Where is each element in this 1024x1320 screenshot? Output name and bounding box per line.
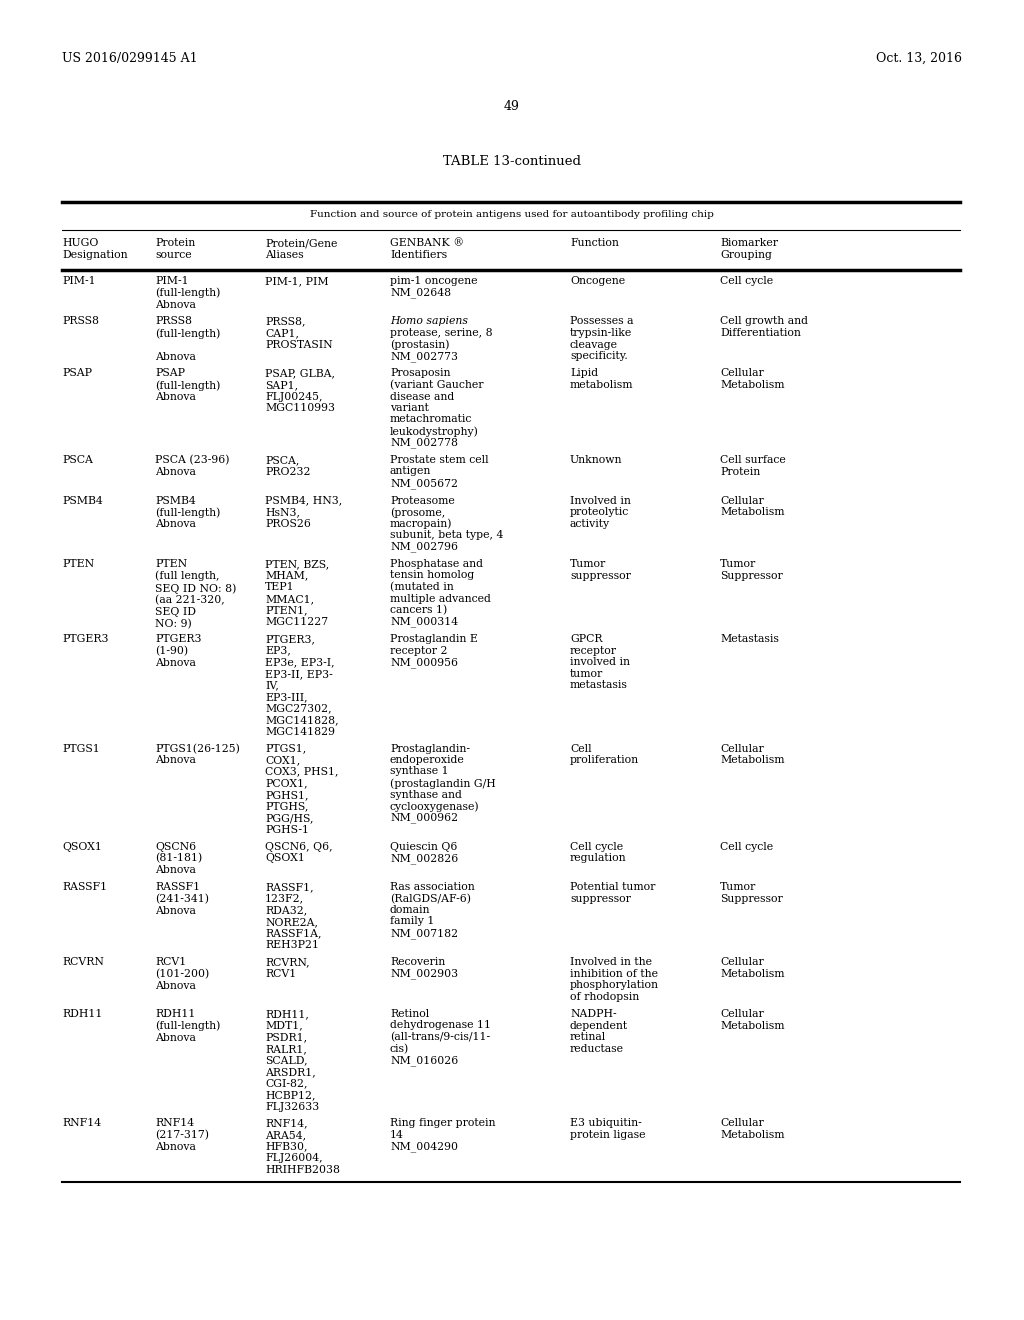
Text: RNF14,
ARA54,
HFB30,
FLJ26004,
HRIHFB2038: RNF14, ARA54, HFB30, FLJ26004, HRIHFB203…: [265, 1118, 340, 1175]
Text: (all-trans/9-cis/11-: (all-trans/9-cis/11-: [390, 1032, 490, 1043]
Text: Cell
proliferation: Cell proliferation: [570, 743, 639, 766]
Text: NM_000314: NM_000314: [390, 616, 458, 627]
Text: NM_005672: NM_005672: [390, 478, 458, 488]
Text: PSCA (23-96)
Abnova: PSCA (23-96) Abnova: [155, 455, 229, 477]
Text: Oct. 13, 2016: Oct. 13, 2016: [876, 51, 962, 65]
Text: Cellular
Metabolism: Cellular Metabolism: [720, 495, 784, 517]
Text: 14: 14: [390, 1130, 403, 1140]
Text: macropain): macropain): [390, 519, 453, 529]
Text: GENBANK ®
Identifiers: GENBANK ® Identifiers: [390, 238, 464, 260]
Text: Cellular
Metabolism: Cellular Metabolism: [720, 368, 784, 391]
Text: Cellular
Metabolism: Cellular Metabolism: [720, 1118, 784, 1140]
Text: PTGS1: PTGS1: [62, 743, 99, 754]
Text: NM_002778: NM_002778: [390, 437, 458, 449]
Text: Tumor
Suppressor: Tumor Suppressor: [720, 558, 782, 581]
Text: US 2016/0299145 A1: US 2016/0299145 A1: [62, 51, 198, 65]
Text: variant: variant: [390, 403, 429, 413]
Text: (variant Gaucher: (variant Gaucher: [390, 380, 483, 391]
Text: Protein
source: Protein source: [155, 238, 196, 260]
Text: NM_002903: NM_002903: [390, 969, 458, 979]
Text: Cellular
Metabolism: Cellular Metabolism: [720, 957, 784, 978]
Text: QSCN6, Q6,
QSOX1: QSCN6, Q6, QSOX1: [265, 842, 333, 863]
Text: Involved in
proteolytic
activity: Involved in proteolytic activity: [570, 495, 631, 529]
Text: Unknown: Unknown: [570, 455, 623, 465]
Text: Ring finger protein: Ring finger protein: [390, 1118, 496, 1129]
Text: Biomarker
Grouping: Biomarker Grouping: [720, 238, 778, 260]
Text: PTGER3
(1-90)
Abnova: PTGER3 (1-90) Abnova: [155, 634, 202, 668]
Text: RCVRN: RCVRN: [62, 957, 103, 968]
Text: NADPH-
dependent
retinal
reductase: NADPH- dependent retinal reductase: [570, 1008, 628, 1053]
Text: RASSF1: RASSF1: [62, 882, 108, 892]
Text: Prostaglandin E: Prostaglandin E: [390, 634, 478, 644]
Text: PSMB4
(full-length)
Abnova: PSMB4 (full-length) Abnova: [155, 495, 220, 529]
Text: Prosaposin: Prosaposin: [390, 368, 451, 379]
Text: metachromatic: metachromatic: [390, 414, 472, 425]
Text: Prostaglandin-: Prostaglandin-: [390, 743, 470, 754]
Text: Cell growth and
Differentiation: Cell growth and Differentiation: [720, 317, 808, 338]
Text: disease and: disease and: [390, 392, 455, 401]
Text: multiple advanced: multiple advanced: [390, 594, 490, 603]
Text: Homo sapiens: Homo sapiens: [390, 317, 468, 326]
Text: RDH11
(full-length)
Abnova: RDH11 (full-length) Abnova: [155, 1008, 220, 1043]
Text: PSMB4, HN3,
HsN3,
PROS26: PSMB4, HN3, HsN3, PROS26: [265, 495, 342, 529]
Text: PSAP: PSAP: [62, 368, 92, 379]
Text: RASSF1,
123F2,
RDA32,
NORE2A,
RASSF1A,
REH3P21: RASSF1, 123F2, RDA32, NORE2A, RASSF1A, R…: [265, 882, 322, 950]
Text: NM_000956: NM_000956: [390, 657, 458, 668]
Text: PSCA,
PRO232: PSCA, PRO232: [265, 455, 310, 477]
Text: receptor 2: receptor 2: [390, 645, 447, 656]
Text: (RalGDS/AF-6): (RalGDS/AF-6): [390, 894, 471, 904]
Text: Tumor
suppressor: Tumor suppressor: [570, 558, 631, 581]
Text: PTGS1,
COX1,
COX3, PHS1,
PCOX1,
PGHS1,
PTGHS,
PGG/HS,
PGHS-1: PTGS1, COX1, COX3, PHS1, PCOX1, PGHS1, P…: [265, 743, 339, 834]
Text: PIM-1, PIM: PIM-1, PIM: [265, 276, 329, 286]
Text: NM_016026: NM_016026: [390, 1055, 459, 1065]
Text: PIM-1: PIM-1: [62, 276, 95, 286]
Text: RDH11: RDH11: [62, 1008, 102, 1019]
Text: subunit, beta type, 4: subunit, beta type, 4: [390, 531, 504, 540]
Text: E3 ubiquitin-
protein ligase: E3 ubiquitin- protein ligase: [570, 1118, 645, 1140]
Text: (prostaglandin G/H: (prostaglandin G/H: [390, 777, 496, 788]
Text: cis): cis): [390, 1044, 410, 1053]
Text: Phosphatase and: Phosphatase and: [390, 558, 483, 569]
Text: Function: Function: [570, 238, 618, 248]
Text: PTGER3: PTGER3: [62, 634, 109, 644]
Text: Cell cycle: Cell cycle: [720, 842, 773, 851]
Text: endoperoxide: endoperoxide: [390, 755, 465, 766]
Text: PTEN
(full length,
SEQ ID NO: 8)
(aa 221-320,
SEQ ID
NO: 9): PTEN (full length, SEQ ID NO: 8) (aa 221…: [155, 558, 237, 630]
Text: Retinol: Retinol: [390, 1008, 429, 1019]
Text: RDH11,
MDT1,
PSDR1,
RALR1,
SCALD,
ARSDR1,
CGI-82,
HCBP12,
FLJ32633: RDH11, MDT1, PSDR1, RALR1, SCALD, ARSDR1…: [265, 1008, 319, 1111]
Text: 49: 49: [504, 100, 520, 114]
Text: PRSS8
(full-length)

Abnova: PRSS8 (full-length) Abnova: [155, 317, 220, 362]
Text: PTEN, BZS,
MHAM,
TEP1
MMAC1,
PTEN1,
MGC11227: PTEN, BZS, MHAM, TEP1 MMAC1, PTEN1, MGC1…: [265, 558, 330, 627]
Text: cancers 1): cancers 1): [390, 605, 447, 615]
Text: Cellular
Metabolism: Cellular Metabolism: [720, 1008, 784, 1031]
Text: QSOX1: QSOX1: [62, 842, 101, 851]
Text: HUGO
Designation: HUGO Designation: [62, 238, 128, 260]
Text: PSMB4: PSMB4: [62, 495, 102, 506]
Text: Cell cycle: Cell cycle: [720, 276, 773, 286]
Text: RNF14: RNF14: [62, 1118, 101, 1129]
Text: RCVRN,
RCV1: RCVRN, RCV1: [265, 957, 309, 978]
Text: Protein/Gene
Aliases: Protein/Gene Aliases: [265, 238, 337, 260]
Text: (prostasin): (prostasin): [390, 339, 450, 350]
Text: PSAP, GLBA,
SAP1,
FLJ00245,
MGC110993: PSAP, GLBA, SAP1, FLJ00245, MGC110993: [265, 368, 335, 413]
Text: Lipid
metabolism: Lipid metabolism: [570, 368, 634, 391]
Text: GPCR
receptor
involved in
tumor
metastasis: GPCR receptor involved in tumor metastas…: [570, 634, 630, 690]
Text: PTGS1(26-125)
Abnova: PTGS1(26-125) Abnova: [155, 743, 240, 766]
Text: PTEN: PTEN: [62, 558, 94, 569]
Text: Recoverin: Recoverin: [390, 957, 445, 968]
Text: RCV1
(101-200)
Abnova: RCV1 (101-200) Abnova: [155, 957, 209, 990]
Text: PRSS8,
CAP1,
PROSTASIN: PRSS8, CAP1, PROSTASIN: [265, 317, 333, 350]
Text: NM_02648: NM_02648: [390, 288, 452, 298]
Text: cyclooxygenase): cyclooxygenase): [390, 801, 479, 812]
Text: QSCN6
(81-181)
Abnova: QSCN6 (81-181) Abnova: [155, 842, 203, 875]
Text: Possesses a
trypsin-like
cleavage
specificity.: Possesses a trypsin-like cleavage specif…: [570, 317, 634, 362]
Text: Cellular
Metabolism: Cellular Metabolism: [720, 743, 784, 766]
Text: PTGER3,
EP3,
EP3e, EP3-I,
EP3-II, EP3-
IV,
EP3-III,
MGC27302,
MGC141828,
MGC1418: PTGER3, EP3, EP3e, EP3-I, EP3-II, EP3- I…: [265, 634, 339, 737]
Text: PSCA: PSCA: [62, 455, 93, 465]
Text: domain: domain: [390, 906, 430, 915]
Text: synthase and: synthase and: [390, 789, 462, 800]
Text: leukodystrophy): leukodystrophy): [390, 426, 479, 437]
Text: PIM-1
(full-length)
Abnova: PIM-1 (full-length) Abnova: [155, 276, 220, 310]
Text: Cell cycle
regulation: Cell cycle regulation: [570, 842, 627, 863]
Text: RASSF1
(241-341)
Abnova: RASSF1 (241-341) Abnova: [155, 882, 209, 916]
